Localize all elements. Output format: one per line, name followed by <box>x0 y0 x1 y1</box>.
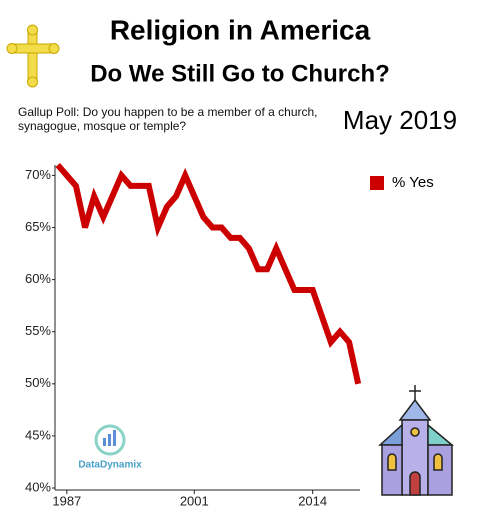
x-tick-label: 2001 <box>180 493 209 508</box>
date-label: May 2019 <box>343 105 457 135</box>
data-line <box>55 163 362 385</box>
y-tick-label: 50% <box>25 375 51 390</box>
chart-note: Gallup Poll: Do you happen to be a membe… <box>18 105 318 133</box>
y-tick-label: 65% <box>25 219 51 234</box>
legend-label: % Yes <box>392 174 434 191</box>
watermark-logo: DataDynamix <box>78 424 142 471</box>
legend-item: % Yes <box>370 174 434 191</box>
legend-swatch <box>370 176 384 190</box>
cross-icon <box>6 24 60 88</box>
watermark: DataDynamix <box>78 460 142 471</box>
y-tick-label: 60% <box>25 271 51 286</box>
x-tick-label: 2014 <box>298 493 327 508</box>
y-tick-label: 70% <box>25 167 51 182</box>
y-tick-label: 40% <box>25 479 51 494</box>
chart-title: Religion in America <box>110 14 371 45</box>
church-icon <box>378 385 455 496</box>
chart-subtitle: Do We Still Go to Church? <box>90 60 390 87</box>
x-tick-label: 1987 <box>52 493 81 508</box>
y-tick-label: 55% <box>25 323 51 338</box>
y-tick-label: 45% <box>25 427 51 442</box>
